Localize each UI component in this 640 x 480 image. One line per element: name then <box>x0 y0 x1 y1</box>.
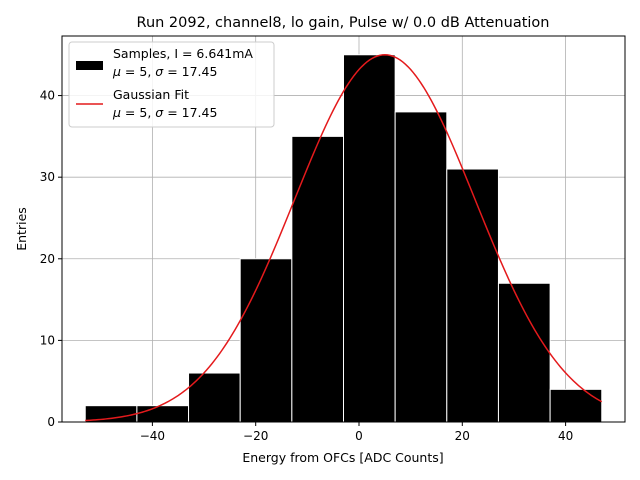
x-axis-ticks: −40 −20 0 20 40 <box>140 422 573 443</box>
x-axis-label: Energy from OFCs [ADC Counts] <box>242 450 443 465</box>
legend-fit-sigma: 17.45 <box>182 105 218 120</box>
y-tick-label: 40 <box>40 89 55 103</box>
histogram-bar <box>343 54 396 423</box>
legend-fit-label: Gaussian Fit <box>113 87 189 102</box>
histogram-bar <box>549 388 603 423</box>
legend-samples-params: μ = 5, σ = 17.45 <box>112 64 217 79</box>
histogram-bar <box>497 282 551 423</box>
x-tick-label: −20 <box>243 429 268 443</box>
y-axis-ticks: 0 10 20 30 40 <box>40 89 62 429</box>
y-tick-label: 10 <box>40 333 55 347</box>
x-tick-label: 20 <box>455 429 470 443</box>
histogram-bars <box>84 54 603 423</box>
legend-fit-params: μ = 5, σ = 17.45 <box>112 105 217 120</box>
x-tick-label: 40 <box>558 429 573 443</box>
histogram-bar <box>291 135 345 423</box>
x-tick-label: 0 <box>355 429 363 443</box>
y-axis-label: Entries <box>14 207 29 251</box>
x-tick-label: −40 <box>140 429 165 443</box>
legend-samples-mu: 5 <box>139 64 147 79</box>
legend: Samples, I = 6.641mA μ = 5, σ = 17.45 Ga… <box>68 41 275 128</box>
legend-samples-sigma: 17.45 <box>182 64 218 79</box>
histogram-bar <box>136 405 190 423</box>
legend-fit-mu: 5 <box>139 105 147 120</box>
legend-samples-label: Samples, I = 6.641mA <box>113 46 253 61</box>
y-tick-label: 20 <box>40 252 55 266</box>
y-tick-label: 30 <box>40 170 55 184</box>
chart-title: Run 2092, channel8, lo gain, Pulse w/ 0.… <box>137 15 550 31</box>
gaussian-fit-line <box>85 54 603 422</box>
y-tick-label: 0 <box>47 415 55 429</box>
histogram-bar <box>394 111 448 423</box>
histogram-bar <box>239 258 293 423</box>
plot-frame <box>61 35 626 423</box>
legend-samples-swatch <box>76 61 103 70</box>
legend-box <box>68 41 275 128</box>
histogram-bar <box>446 168 499 423</box>
